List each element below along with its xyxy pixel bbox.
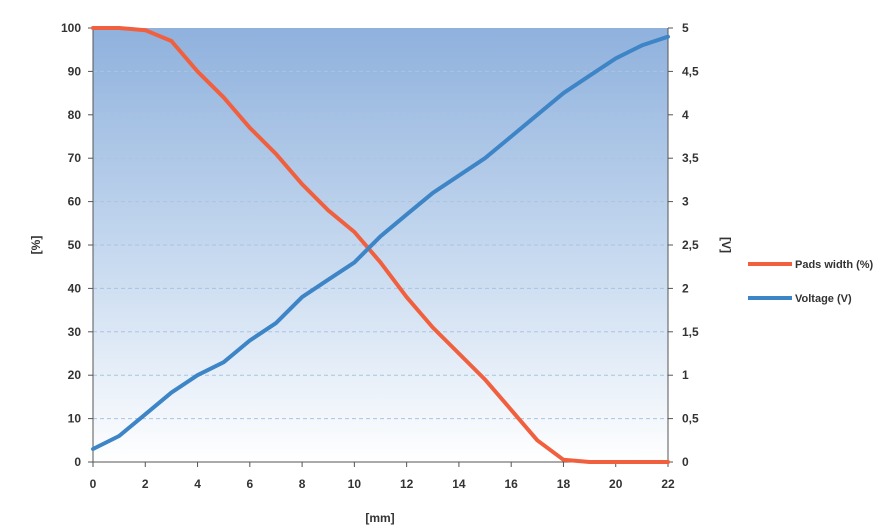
y-left-tick-label: 10 [68,412,82,426]
x-tick-label: 8 [299,477,306,491]
y-right-tick-label: 1,5 [682,325,699,339]
y-left-tick-label: 100 [61,21,81,35]
x-tick-label: 6 [246,477,253,491]
y-right-tick-label: 3 [682,195,689,209]
y-left-tick-label: 90 [68,64,82,78]
y-right-tick-label: 4,5 [682,64,699,78]
x-tick-label: 2 [142,477,149,491]
gridlines [93,70,668,420]
y-left-tick-label: 0 [74,455,81,469]
y-left-tick-label: 20 [68,368,82,382]
x-tick-label: 22 [661,477,675,491]
y-right-tick-label: 1 [682,368,689,382]
series-line-voltage [91,34,670,451]
y-left-tick-labels: 0 10 20 30 40 50 60 70 80 90 100 [61,21,81,469]
x-tick-label: 0 [90,477,97,491]
x-tick-labels: 0 2 4 6 8 10 12 14 16 18 20 22 [90,477,675,491]
y-left-tick-label: 30 [68,325,82,339]
series-lines [91,26,670,464]
legend: Pads width (%) Voltage (V) [748,259,874,305]
y-left-tick-label: 50 [68,238,82,252]
x-tick-label: 12 [400,477,414,491]
x-tick-label: 4 [194,477,201,491]
y-right-tick-label: 0 [682,455,689,469]
x-tick-label: 14 [452,477,466,491]
series-line-pads-width [91,26,670,464]
y-right-tick-label: 0,5 [682,412,699,426]
y-right-tick-labels: 0 0,5 1 1,5 2 2,5 3 3,5 4 4,5 5 [682,21,699,469]
y-right-axis-title: [V] [719,237,733,253]
y-left-tick-label: 70 [68,151,82,165]
y-right-tick-label: 2,5 [682,238,699,252]
x-axis-title: [mm] [365,511,394,525]
legend-label-voltage: Voltage (V) [795,293,852,305]
x-tick-label: 18 [557,477,571,491]
y-right-tick-label: 2 [682,281,689,295]
y-left-tick-label: 80 [68,108,82,122]
y-right-tick-label: 3,5 [682,151,699,165]
x-tick-label: 10 [348,477,362,491]
y-left-tick-label: 40 [68,281,82,295]
y-left-tick-label: 60 [68,195,82,209]
x-tick-label: 16 [505,477,519,491]
x-tick-label: 20 [609,477,623,491]
y-right-tick-label: 4 [682,108,689,122]
y-left-axis-title: [%] [29,236,43,255]
y-right-tick-label: 5 [682,21,689,35]
legend-label-pads-width: Pads width (%) [795,259,874,271]
